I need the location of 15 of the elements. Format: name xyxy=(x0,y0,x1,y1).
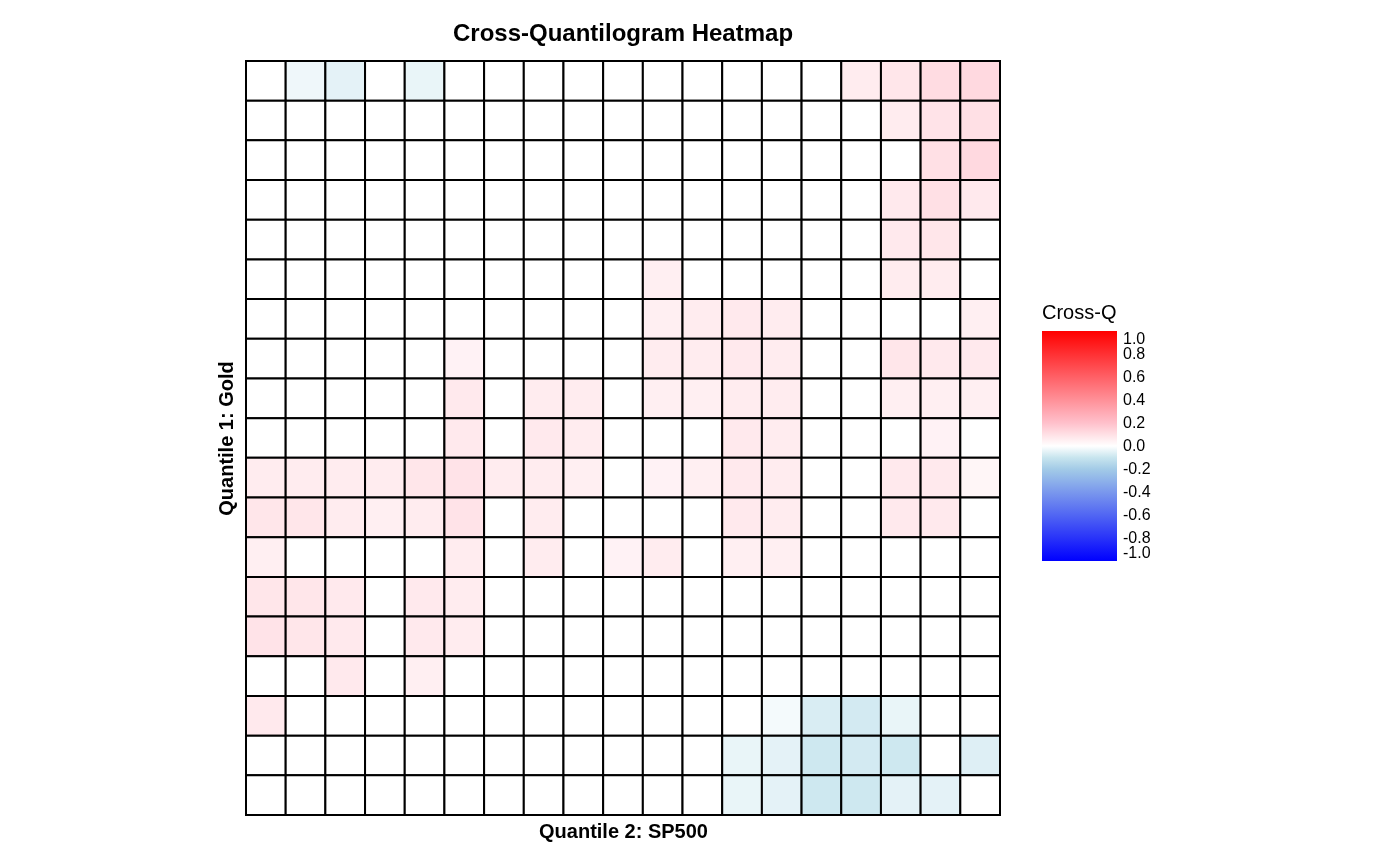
color-bar-label: 1.0 xyxy=(1123,330,1146,347)
color-bar-label: -0.2 xyxy=(1123,460,1151,477)
color-bar-label: 0.0 xyxy=(1123,437,1146,454)
chart-title: Cross-Quantilogram Heatmap xyxy=(452,19,794,46)
color-bar-label: -0.4 xyxy=(1123,483,1151,500)
color-bar-label: -0.8 xyxy=(1123,529,1151,546)
color-bar-label: 0.8 xyxy=(1123,345,1146,362)
y-axis-title: Quantile 1: Gold xyxy=(214,361,237,516)
color-bar-label: 0.2 xyxy=(1123,414,1146,431)
color-bar-label: 0.6 xyxy=(1123,368,1146,385)
color-bar-label: -0.6 xyxy=(1123,506,1151,523)
color-bar-label: 0.4 xyxy=(1123,391,1146,408)
x-axis-title: Quantile 2: SP500 xyxy=(539,819,708,842)
color-bar-label: -1.0 xyxy=(1123,544,1151,561)
legend-title: Cross-Q xyxy=(1042,301,1117,323)
